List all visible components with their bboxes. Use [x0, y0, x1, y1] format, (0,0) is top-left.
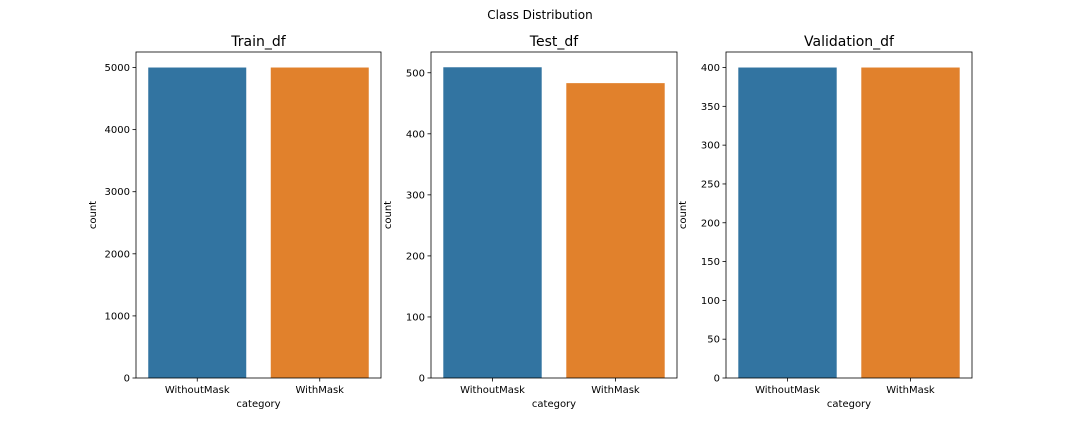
y-tick-label: 100: [406, 312, 425, 323]
subplot-train: 0 1000 2000 3000 4000 5000 WithoutMask WithMask…: [88, 34, 382, 410]
y-tick-label: 350: [701, 102, 720, 113]
bar-withmask: [861, 67, 960, 379]
y-tick-label: 4000: [105, 125, 130, 136]
bar-withoutmask: [148, 67, 247, 379]
y-tick-label: 3000: [105, 187, 130, 198]
x-tick-label: WithoutMask: [460, 385, 525, 396]
y-tick-label: 1000: [105, 311, 130, 322]
axes-frame: [725, 51, 973, 379]
y-tick-label: 2000: [105, 249, 130, 260]
x-axis-label: category: [236, 399, 280, 410]
axes-frame: [430, 51, 678, 379]
bar-withoutmask: [443, 67, 542, 378]
bar-withmask: [566, 83, 665, 379]
y-tick-label: 150: [701, 257, 720, 268]
y-axis-label: count: [88, 201, 99, 229]
y-tick-label: 200: [406, 251, 425, 262]
y-tick-label: 200: [701, 218, 720, 229]
y-tick-label: 0: [714, 374, 720, 385]
y-tick-label: 50: [707, 335, 720, 346]
y-tick-label: 0: [124, 374, 130, 385]
y-tick-label: 300: [701, 141, 720, 152]
x-tick-label: WithMask: [886, 385, 935, 396]
y-tick-label: 100: [701, 296, 720, 307]
subplot-title: Train_df: [230, 34, 286, 50]
x-tick-label: WithMask: [296, 385, 345, 396]
x-tick-label: WithoutMask: [165, 385, 230, 396]
axes-frame: [135, 51, 382, 379]
subplot-test: 0 100 200 300 400 500 WithoutMask WithMask Test_…: [383, 34, 678, 410]
x-tick-label: WithMask: [591, 385, 640, 396]
y-tick-label: 0: [419, 374, 425, 385]
y-axis-label: count: [678, 201, 689, 229]
subplot-title: Test_df: [529, 34, 579, 50]
y-tick-label: 500: [406, 68, 425, 79]
y-tick-label: 400: [701, 63, 720, 74]
x-axis-label: category: [827, 399, 871, 410]
y-tick-label: 250: [701, 179, 720, 190]
x-tick-label: WithoutMask: [755, 385, 820, 396]
y-tick-label: 400: [406, 129, 425, 140]
bar-withoutmask: [738, 67, 837, 379]
subplot-validation: 0 50 100 150 200 250 300 350 400 WithoutMask WithM…: [678, 34, 973, 410]
subplot-title: Validation_df: [804, 34, 895, 50]
y-axis-label: count: [383, 201, 394, 229]
x-axis-label: category: [532, 399, 576, 410]
y-tick-label: 300: [406, 190, 425, 201]
bar-withmask: [270, 67, 369, 379]
y-tick-label: 5000: [105, 63, 130, 74]
figure-title: Class Distribution: [487, 8, 592, 22]
